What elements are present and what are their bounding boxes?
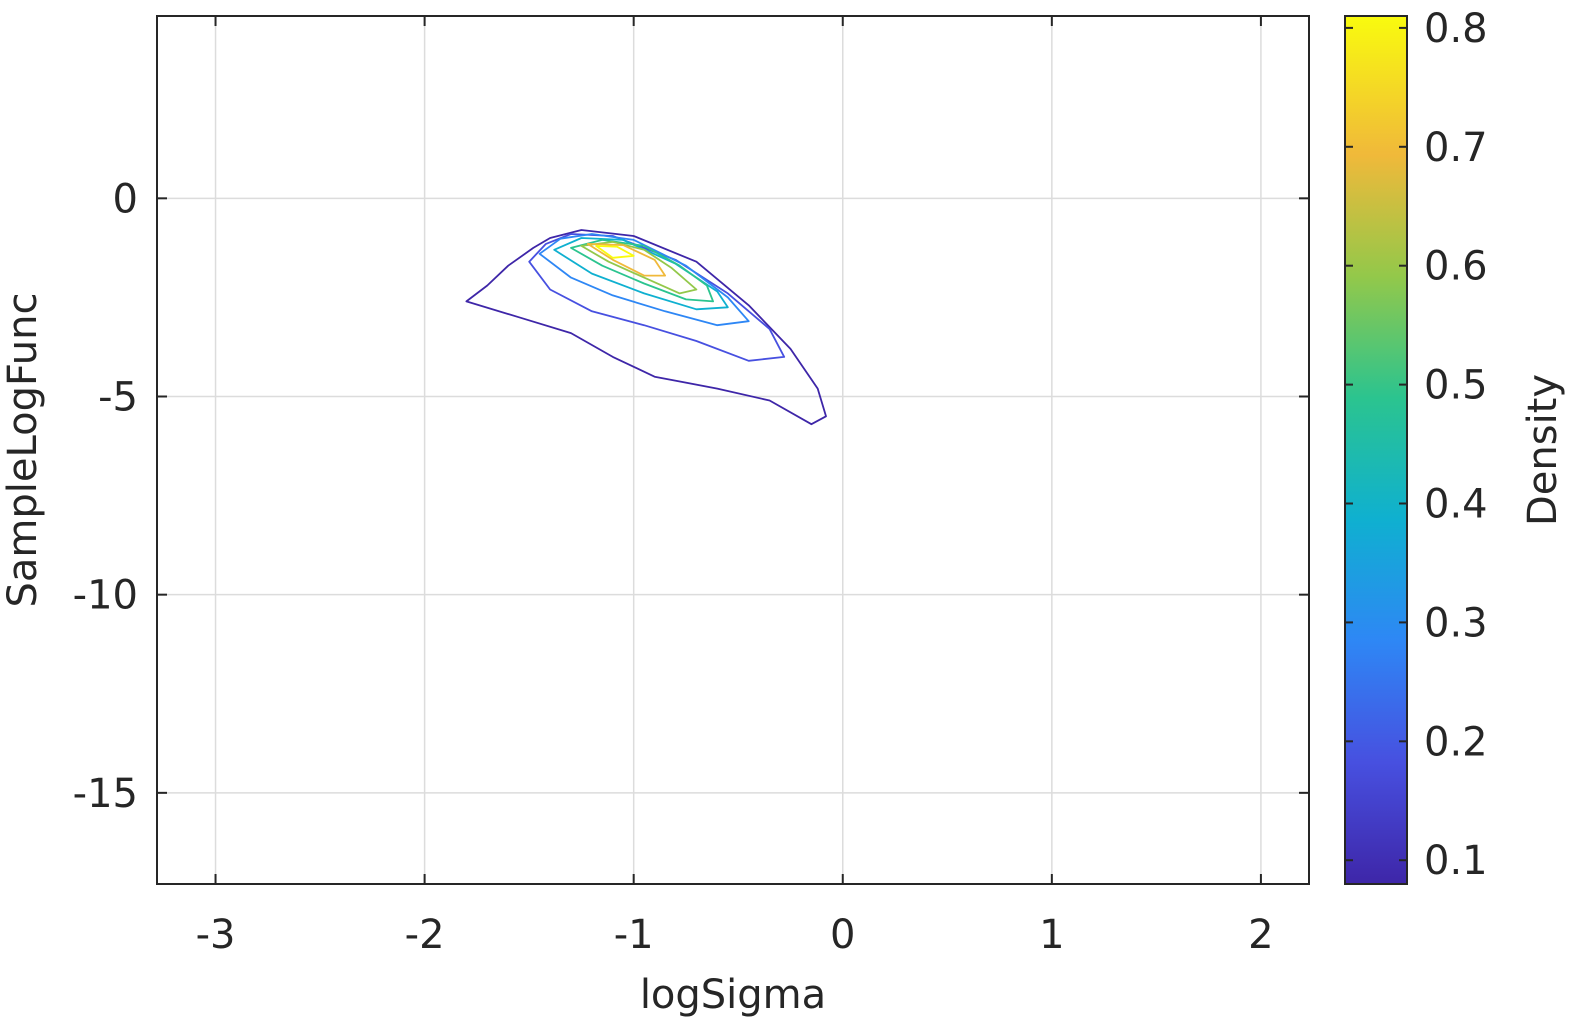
x-tick-label: -1 [614,912,654,958]
colorbar-tick-label: 0.3 [1424,600,1488,646]
y-tick-label: -15 [73,771,138,817]
y-tick-label: -10 [73,573,138,619]
colorbar-tick-label: 0.6 [1424,244,1488,290]
colorbar-tick-label: 0.5 [1424,363,1488,409]
y-tick-label: -5 [98,374,138,420]
plot-background [157,16,1309,884]
contour-level-0.4 [553,237,729,311]
contour-level-0.3 [538,233,750,327]
y-axis-label: SampleLogFunc [0,293,46,608]
contour-level-0.7 [586,242,666,277]
contour-level-0.8 [595,244,635,259]
colorbar-ticks: 0.1 0.2 0.3 0.4 0.5 0.6 0.7 0.8 [1345,6,1488,884]
y-tick-labels: 0 -5 -10 -15 [73,176,138,817]
colorbar-tick-label: 0.8 [1424,6,1488,52]
contour-lines [465,229,827,426]
colorbar [1344,15,1408,885]
x-tick-label: 2 [1248,912,1273,958]
axis-ticks [157,16,1309,884]
x-tick-labels: -3 -2 -1 0 1 2 [196,912,1274,958]
colorbar-label: Density [1520,374,1566,526]
contour-level-0.5 [570,238,714,303]
colorbar-tick-label: 0.7 [1424,125,1488,171]
x-tick-label: -3 [196,912,236,958]
y-tick-label: 0 [113,176,138,222]
x-tick-label: -2 [405,912,445,958]
colorbar-tick-label: 0.1 [1424,838,1488,884]
x-axis-label: logSigma [640,972,826,1018]
colorbar-tick-label: 0.4 [1424,482,1488,528]
grid-lines [157,16,1309,884]
x-tick-label: 0 [830,912,855,958]
x-tick-label: 1 [1039,912,1064,958]
contour-level-0.2 [528,233,786,362]
colorbar-tick-label: 0.2 [1424,719,1488,765]
contour-level-0.1 [465,229,827,426]
plot-frame [156,15,1310,885]
